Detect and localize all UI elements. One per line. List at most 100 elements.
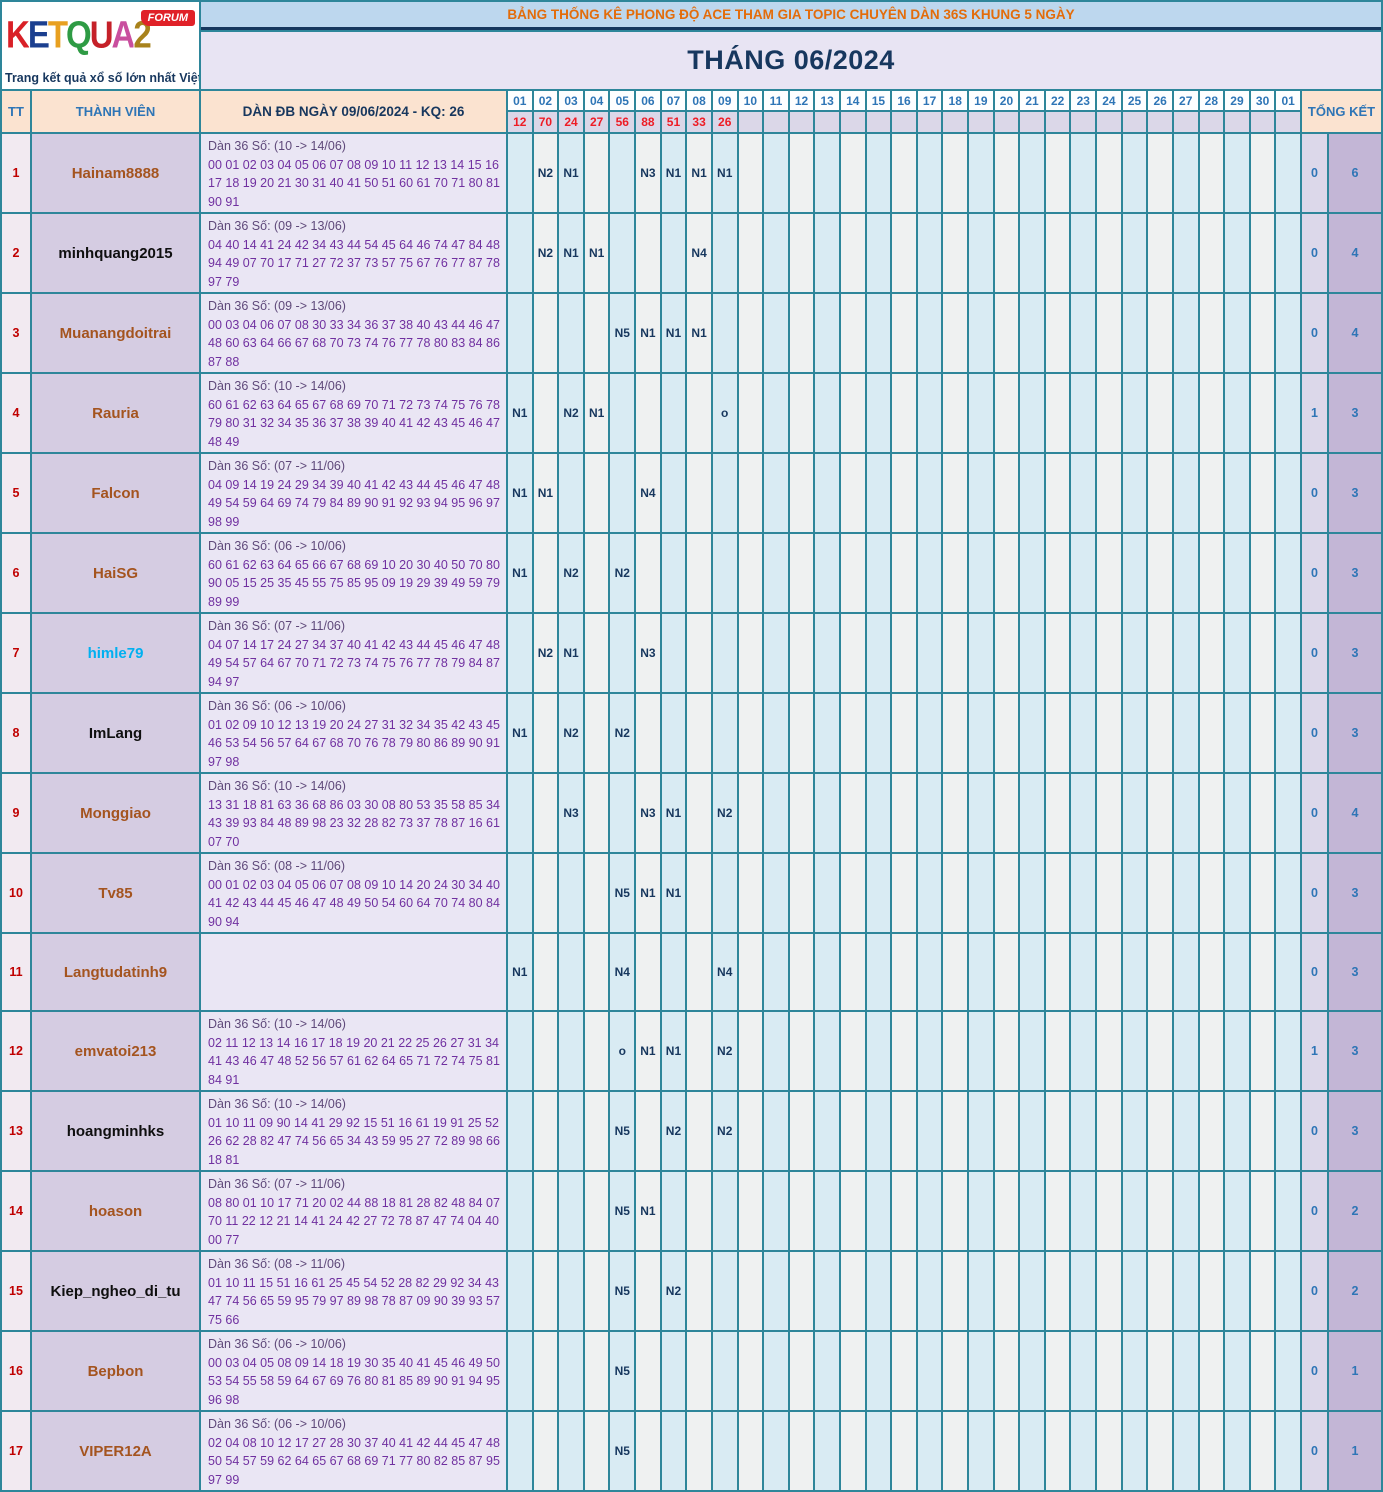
day-status-cell — [1045, 1012, 1070, 1090]
table-row: 2 minhquang2015 Dàn 36 Số: (09 -> 13/06) 04… — [2, 214, 1381, 292]
day-status-cell — [815, 614, 839, 692]
day-status-cell: N1 — [687, 294, 711, 372]
day-result — [1097, 112, 1121, 132]
day-status-cell — [943, 1092, 968, 1170]
day-status-cell: N3 — [636, 134, 660, 212]
day-status-cell — [1225, 534, 1249, 612]
day-status-cell — [969, 294, 993, 372]
header-tt: TT — [2, 91, 30, 132]
day-status-cell — [1122, 214, 1147, 292]
day-status-cell — [969, 534, 993, 612]
day-column-header: 09 — [712, 91, 737, 110]
day-status-cell — [1250, 694, 1275, 772]
day-status-cell — [636, 1332, 660, 1410]
day-status-cell: N3 — [559, 774, 583, 852]
day-status-cell — [969, 1012, 993, 1090]
day-status-cell — [1276, 1412, 1300, 1490]
day-status-cell — [840, 134, 865, 212]
dan-range-label: Dàn 36 Số: (09 -> 13/06) — [208, 219, 346, 233]
day-status-cell — [917, 1412, 942, 1490]
day-status-cell — [789, 774, 814, 852]
day-result — [789, 112, 814, 132]
total-frame-count: 2 — [1329, 1252, 1381, 1330]
day-status-cell — [840, 1012, 865, 1090]
total-frame-count: 3 — [1329, 614, 1381, 692]
day-status-cell — [533, 1092, 558, 1170]
day-status-cell — [892, 1332, 916, 1410]
day-status-cell — [892, 694, 916, 772]
total-win-count: 0 — [1302, 1412, 1327, 1490]
day-status-cell — [533, 534, 558, 612]
day-status-cell — [969, 214, 993, 292]
day-column-header: 11 — [764, 91, 788, 110]
day-status-cell — [1122, 1412, 1147, 1490]
day-status-cell — [584, 854, 609, 932]
day-status-cell: N1 — [508, 534, 532, 612]
day-status-cell — [917, 1332, 942, 1410]
dan-numbers-cell: Dàn 36 Số: (10 -> 14/06) 13 31 18 81 63 3… — [201, 774, 506, 852]
day-status-cell — [815, 534, 839, 612]
total-win-count: 0 — [1302, 294, 1327, 372]
dan-range-label: Dàn 36 Số: (06 -> 10/06) — [208, 699, 346, 713]
table-row: 8 ImLang Dàn 36 Số: (06 -> 10/06) 01 02 09 … — [2, 694, 1381, 772]
total-frame-count: 4 — [1329, 294, 1381, 372]
day-status-cell — [687, 454, 711, 532]
day-status-cell — [1276, 934, 1300, 1010]
day-status-cell — [892, 774, 916, 852]
day-status-cell — [917, 1252, 942, 1330]
dan-range-label: Dàn 36 Số: (08 -> 11/06) — [208, 1257, 346, 1271]
total-win-count: 0 — [1302, 934, 1327, 1010]
day-status-cell — [1276, 774, 1300, 852]
day-status-cell — [892, 214, 916, 292]
day-status-cell: N2 — [533, 614, 558, 692]
day-status-cell — [1045, 294, 1070, 372]
day-status-cell — [1225, 1252, 1249, 1330]
dan-numbers-cell: Dàn 36 Số: (09 -> 13/06) 04 40 14 41 24 4… — [201, 214, 506, 292]
day-status-cell — [789, 294, 814, 372]
day-status-cell — [764, 294, 788, 372]
day-status-cell — [533, 774, 558, 852]
total-frame-count: 4 — [1329, 774, 1381, 852]
day-status-cell — [789, 694, 814, 772]
day-status-cell — [1020, 534, 1044, 612]
day-status-cell — [508, 294, 532, 372]
day-status-cell — [994, 1412, 1019, 1490]
day-result: 51 — [661, 112, 686, 132]
day-status-cell — [1173, 934, 1198, 1010]
dan-numbers-cell: Dàn 36 Số: (10 -> 14/06) 02 11 12 13 14 1… — [201, 1012, 506, 1090]
day-status-cell — [712, 614, 737, 692]
day-status-cell — [1199, 1332, 1224, 1410]
day-status-cell — [917, 1012, 942, 1090]
day-result: 56 — [610, 112, 635, 132]
day-status-cell: N2 — [559, 374, 583, 452]
day-status-cell — [892, 374, 916, 452]
total-frame-count: 6 — [1329, 134, 1381, 212]
day-status-cell — [636, 1412, 660, 1490]
day-status-cell — [687, 774, 711, 852]
day-status-cell — [943, 1012, 968, 1090]
day-status-cell — [636, 1252, 660, 1330]
day-status-cell — [1148, 614, 1172, 692]
day-status-cell — [508, 1172, 532, 1250]
day-status-cell — [866, 214, 891, 292]
day-status-cell — [508, 1332, 532, 1410]
day-status-cell — [994, 1172, 1019, 1250]
dan-number-list: 04 07 14 17 24 27 34 37 40 41 42 43 44 4… — [208, 637, 500, 689]
day-status-cell — [1071, 1412, 1096, 1490]
day-result — [1276, 112, 1300, 132]
day-result — [866, 112, 891, 132]
day-status-cell — [815, 454, 839, 532]
day-status-cell: N2 — [559, 694, 583, 772]
day-status-cell — [1199, 694, 1224, 772]
dan-range-label: Dàn 36 Số: (10 -> 14/06) — [208, 779, 346, 793]
day-status-cell — [1199, 854, 1224, 932]
day-status-cell — [815, 214, 839, 292]
day-status-cell — [1173, 534, 1198, 612]
day-status-cell — [508, 1252, 532, 1330]
day-status-cell — [1071, 294, 1096, 372]
day-status-cell — [969, 1172, 993, 1250]
day-status-cell — [1173, 1172, 1198, 1250]
day-status-cell — [994, 694, 1019, 772]
day-status-cell — [764, 214, 788, 292]
